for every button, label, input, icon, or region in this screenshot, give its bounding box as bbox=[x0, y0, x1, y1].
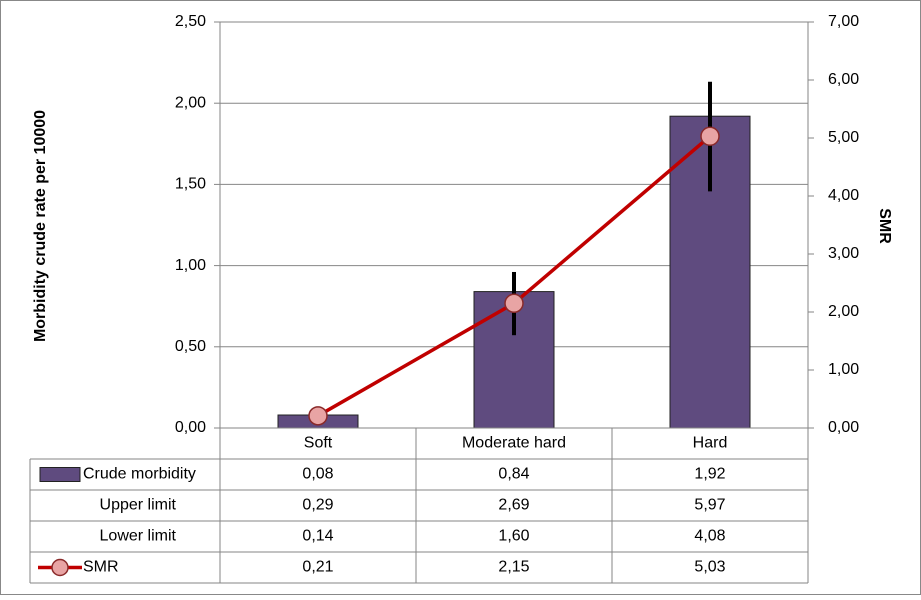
table-value: 0,29 bbox=[302, 497, 333, 514]
y2-tick-label: 6,00 bbox=[828, 71, 859, 88]
x-tick-label: Hard bbox=[693, 435, 728, 452]
x-tick-label: Moderate hard bbox=[462, 435, 566, 452]
table-value: 0,21 bbox=[302, 559, 333, 576]
legend-label: Upper limit bbox=[100, 497, 177, 514]
table-value: 4,08 bbox=[694, 528, 725, 545]
y2-tick-label: 7,00 bbox=[828, 13, 859, 30]
table-value: 0,14 bbox=[302, 528, 333, 545]
y2-tick-label: 3,00 bbox=[828, 245, 859, 262]
y-tick-label: 0,00 bbox=[175, 419, 206, 436]
legend-key bbox=[39, 467, 81, 482]
smr-marker bbox=[504, 293, 524, 314]
table-value: 2,15 bbox=[498, 559, 529, 576]
y-tick-label: 1,50 bbox=[175, 176, 206, 193]
y2-tick-label: 1,00 bbox=[828, 361, 859, 378]
y2-tick-label: 2,00 bbox=[828, 303, 859, 320]
legend-label: Crude morbidity bbox=[83, 466, 196, 483]
legend-label: Lower limit bbox=[100, 528, 177, 545]
y-tick-label: 1,00 bbox=[175, 257, 206, 274]
legend-label: SMR bbox=[83, 559, 119, 576]
y-tick-label: 0,50 bbox=[175, 338, 206, 355]
table-value: 5,03 bbox=[694, 559, 725, 576]
y2-tick-label: 4,00 bbox=[828, 187, 859, 204]
x-tick-label: Soft bbox=[304, 435, 333, 452]
table-value: 0,08 bbox=[302, 466, 333, 483]
table-value: 2,69 bbox=[498, 497, 529, 514]
table-value: 0,84 bbox=[498, 466, 529, 483]
table-value: 1,92 bbox=[694, 466, 725, 483]
y-tick-label: 2,50 bbox=[175, 13, 206, 30]
smr-marker bbox=[308, 406, 328, 426]
y2-tick-label: 5,00 bbox=[828, 129, 859, 146]
table-value: 1,60 bbox=[498, 528, 529, 545]
y2-tick-label: 0,00 bbox=[828, 419, 859, 436]
y-axis-title: Morbidity crude rate per 10000 bbox=[32, 110, 49, 342]
smr-marker bbox=[700, 126, 720, 147]
legend-key bbox=[51, 558, 69, 577]
y2-axis-title: SMR bbox=[876, 208, 893, 244]
y-tick-label: 2,00 bbox=[175, 94, 206, 111]
table-value: 5,97 bbox=[694, 497, 725, 514]
